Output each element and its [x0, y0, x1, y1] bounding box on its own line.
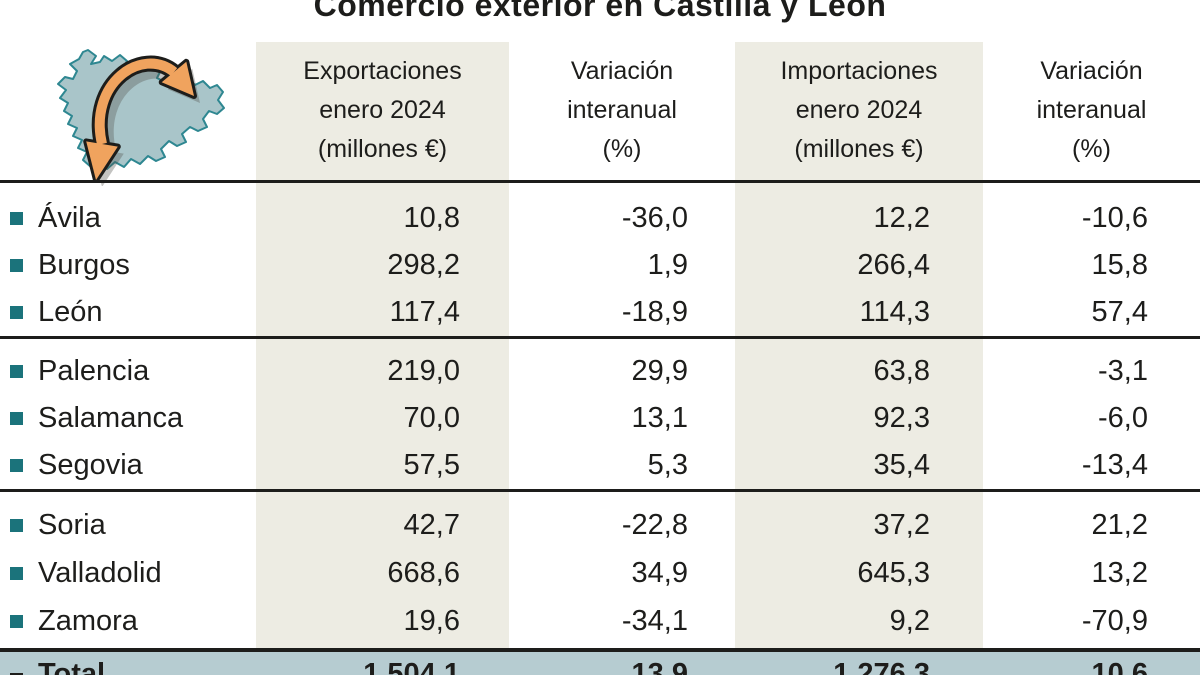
province-name: Palencia [38, 355, 150, 387]
imports-value: 266,4 [857, 249, 930, 281]
exports-value: 298,2 [387, 249, 460, 281]
imports-variation: -70,9 [1081, 604, 1148, 637]
header-line: (millones €) [317, 135, 448, 163]
header-line: (%) [602, 135, 642, 163]
col-header-exports-variation: Variación interanual (%) [509, 52, 735, 169]
province-name: Soria [38, 508, 106, 541]
bullet-icon [10, 412, 23, 425]
bullet-icon [10, 459, 23, 472]
total-imports-variation: 10,6 [1091, 658, 1148, 675]
province-name: León [38, 296, 103, 328]
row-group-1: Ávila 10,8 -36,0 12,2 -10,6 Burgos 298,2… [0, 183, 1200, 339]
exports-variation: 13,1 [631, 402, 688, 434]
imports-value: 63,8 [873, 355, 930, 387]
bullet-icon [10, 614, 23, 628]
total-imports-value: 1.276,3 [833, 658, 930, 675]
imports-value: 37,2 [873, 508, 930, 541]
table-row-soria: Soria 42,7 -22,8 37,2 21,2 [0, 501, 1200, 549]
table-row-leon: León 117,4 -18,9 114,3 57,4 [0, 289, 1200, 336]
total-label: Total [38, 658, 106, 675]
imports-value: 9,2 [889, 604, 930, 637]
exports-value: 10,8 [403, 202, 460, 234]
imports-variation: -3,1 [1098, 355, 1148, 387]
header-line: (%) [1072, 135, 1111, 163]
imports-value: 114,3 [859, 296, 930, 328]
table-row-valladolid: Valladolid 668,6 34,9 645,3 13,2 [0, 549, 1200, 597]
exports-variation: 5,3 [647, 449, 688, 481]
exports-value: 668,6 [387, 556, 460, 589]
exports-variation: 1,9 [647, 249, 688, 281]
col-header-imports-variation: Variación interanual (%) [983, 52, 1200, 169]
header-line: enero 2024 [319, 96, 446, 124]
imports-variation: -6,0 [1098, 402, 1148, 434]
exports-value: 70,0 [403, 402, 460, 434]
header-line: interanual [1036, 96, 1147, 124]
castilla-y-leon-map-icon [57, 49, 225, 186]
col-header-exports: Exportaciones enero 2024 (millones €) [256, 52, 509, 169]
province-name: Salamanca [38, 402, 184, 434]
chart-title: Comercio exterior en Castilla y León [313, 0, 887, 23]
province-name: Burgos [38, 249, 130, 281]
exports-variation: 34,9 [631, 556, 688, 589]
table-row-zamora: Zamora 19,6 -34,1 9,2 -70,9 [0, 597, 1200, 645]
province-name: Ávila [38, 202, 101, 234]
imports-variation: -10,6 [1081, 202, 1148, 234]
total-exports-variation: 13,9 [631, 658, 688, 675]
bullet-icon [10, 518, 23, 532]
bullet-icon [10, 259, 23, 272]
header-line: enero 2024 [795, 96, 923, 124]
exports-value: 219,0 [387, 355, 460, 387]
bullet-icon [10, 306, 23, 319]
header-line: Exportaciones [303, 57, 462, 85]
trade-arrow-icon [83, 55, 197, 183]
imports-column-band [735, 42, 983, 652]
exports-variation: -18,9 [621, 296, 688, 328]
province-name: Valladolid [38, 556, 162, 589]
bullet-icon [10, 566, 23, 580]
imports-value: 35,4 [873, 449, 930, 481]
header-line: (millones €) [794, 135, 924, 163]
bullet-icon [10, 212, 23, 225]
exports-value: 19,6 [403, 604, 460, 637]
header-line: Variación [1040, 57, 1143, 85]
imports-value: 12,2 [873, 202, 930, 234]
header-line: interanual [567, 96, 677, 124]
table-row-avila: Ávila 10,8 -36,0 12,2 -10,6 [0, 195, 1200, 242]
exports-variation: 29,9 [631, 355, 688, 387]
exports-variation: -36,0 [621, 202, 688, 234]
exports-variation: -22,8 [621, 508, 688, 541]
province-name: Zamora [38, 604, 138, 637]
imports-variation: 57,4 [1091, 296, 1148, 328]
header-line: Variación [570, 57, 674, 85]
province-name: Segovia [38, 449, 143, 481]
table-row-segovia: Segovia 57,5 5,3 35,4 -13,4 [0, 442, 1200, 489]
bullet-icon [10, 365, 23, 378]
imports-value: 645,3 [857, 556, 930, 589]
exports-column-band [256, 42, 509, 652]
exports-value: 57,5 [403, 449, 460, 481]
table-row-salamanca: Salamanca 70,0 13,1 92,3 -6,0 [0, 395, 1200, 442]
table-row-palencia: Palencia 219,0 29,9 63,8 -3,1 [0, 348, 1200, 395]
imports-variation: -13,4 [1081, 449, 1148, 481]
imports-value: 92,3 [873, 402, 930, 434]
exports-variation: -34,1 [621, 604, 688, 637]
imports-variation: 21,2 [1091, 508, 1148, 541]
total-exports-value: 1.504,1 [363, 658, 460, 675]
header-divider [0, 180, 1200, 183]
header-line: Importaciones [780, 57, 938, 85]
row-group-3: Soria 42,7 -22,8 37,2 21,2 Valladolid 66… [0, 492, 1200, 645]
exports-value: 117,4 [389, 296, 460, 328]
exports-value: 42,7 [403, 508, 460, 541]
table-row-total: Total 1.504,1 13,9 1.276,3 10,6 [0, 648, 1200, 675]
table-row-burgos: Burgos 298,2 1,9 266,4 15,8 [0, 242, 1200, 289]
table-body: Ávila 10,8 -36,0 12,2 -10,6 Burgos 298,2… [0, 183, 1200, 645]
imports-variation: 13,2 [1091, 556, 1148, 589]
row-group-2: Palencia 219,0 29,9 63,8 -3,1 Salamanca … [0, 339, 1200, 492]
imports-variation: 15,8 [1091, 249, 1148, 281]
col-header-imports: Importaciones enero 2024 (millones €) [735, 52, 983, 169]
bullet-icon [10, 672, 23, 675]
